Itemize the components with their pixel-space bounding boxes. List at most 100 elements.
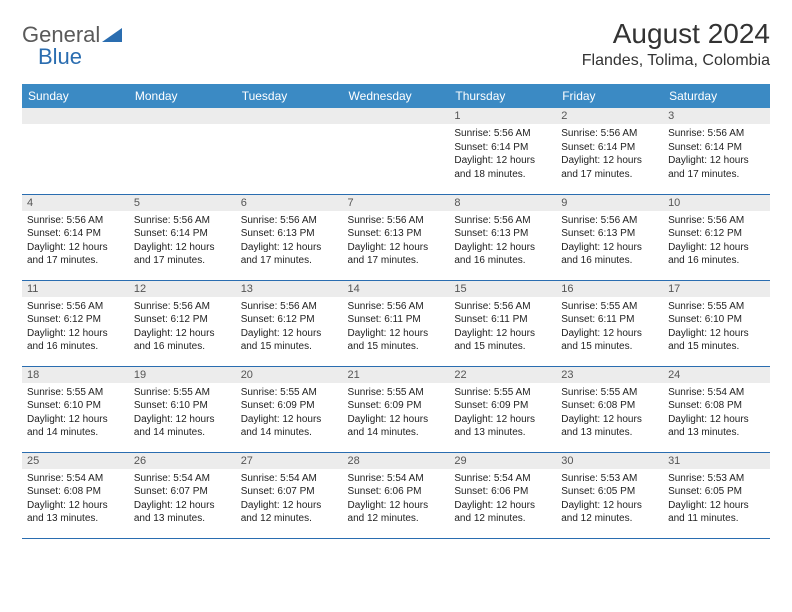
location: Flandes, Tolima, Colombia [582, 52, 770, 70]
day-details: Sunrise: 5:56 AMSunset: 6:12 PMDaylight:… [663, 211, 770, 272]
day-details: Sunrise: 5:55 AMSunset: 6:10 PMDaylight:… [22, 383, 129, 444]
calendar-cell: 6Sunrise: 5:56 AMSunset: 6:13 PMDaylight… [236, 194, 343, 280]
day-number: 9 [556, 195, 663, 211]
day-details: Sunrise: 5:55 AMSunset: 6:09 PMDaylight:… [236, 383, 343, 444]
day-details: Sunrise: 5:56 AMSunset: 6:12 PMDaylight:… [236, 297, 343, 358]
calendar-cell: 1Sunrise: 5:56 AMSunset: 6:14 PMDaylight… [449, 108, 556, 194]
month-title: August 2024 [582, 18, 770, 50]
day-number: 21 [343, 367, 450, 383]
day-number: 3 [663, 108, 770, 124]
calendar-row: 11Sunrise: 5:56 AMSunset: 6:12 PMDayligh… [22, 280, 770, 366]
day-details: Sunrise: 5:54 AMSunset: 6:07 PMDaylight:… [129, 469, 236, 530]
logo-text-blue: Blue [38, 44, 82, 70]
weekday-header: Sunday [22, 84, 129, 108]
day-number [22, 108, 129, 124]
calendar-cell: 24Sunrise: 5:54 AMSunset: 6:08 PMDayligh… [663, 366, 770, 452]
calendar-cell: 20Sunrise: 5:55 AMSunset: 6:09 PMDayligh… [236, 366, 343, 452]
calendar-cell: 25Sunrise: 5:54 AMSunset: 6:08 PMDayligh… [22, 452, 129, 538]
calendar-cell: 22Sunrise: 5:55 AMSunset: 6:09 PMDayligh… [449, 366, 556, 452]
day-number: 18 [22, 367, 129, 383]
day-details: Sunrise: 5:56 AMSunset: 6:13 PMDaylight:… [556, 211, 663, 272]
calendar-cell: 11Sunrise: 5:56 AMSunset: 6:12 PMDayligh… [22, 280, 129, 366]
day-details: Sunrise: 5:56 AMSunset: 6:14 PMDaylight:… [556, 124, 663, 185]
day-details: Sunrise: 5:55 AMSunset: 6:09 PMDaylight:… [343, 383, 450, 444]
calendar-cell: 7Sunrise: 5:56 AMSunset: 6:13 PMDaylight… [343, 194, 450, 280]
day-number: 20 [236, 367, 343, 383]
day-details: Sunrise: 5:56 AMSunset: 6:12 PMDaylight:… [22, 297, 129, 358]
day-details: Sunrise: 5:56 AMSunset: 6:11 PMDaylight:… [343, 297, 450, 358]
logo-triangle-icon [102, 22, 122, 48]
calendar-cell: 21Sunrise: 5:55 AMSunset: 6:09 PMDayligh… [343, 366, 450, 452]
day-details: Sunrise: 5:55 AMSunset: 6:10 PMDaylight:… [129, 383, 236, 444]
day-number: 24 [663, 367, 770, 383]
calendar-cell: 9Sunrise: 5:56 AMSunset: 6:13 PMDaylight… [556, 194, 663, 280]
calendar-row: 25Sunrise: 5:54 AMSunset: 6:08 PMDayligh… [22, 452, 770, 538]
day-number: 26 [129, 453, 236, 469]
day-details: Sunrise: 5:56 AMSunset: 6:14 PMDaylight:… [663, 124, 770, 185]
calendar-body: 1Sunrise: 5:56 AMSunset: 6:14 PMDaylight… [22, 108, 770, 538]
day-details: Sunrise: 5:53 AMSunset: 6:05 PMDaylight:… [663, 469, 770, 530]
header: General August 2024 Flandes, Tolima, Col… [22, 18, 770, 70]
calendar-cell: 18Sunrise: 5:55 AMSunset: 6:10 PMDayligh… [22, 366, 129, 452]
day-number: 2 [556, 108, 663, 124]
calendar-cell: 27Sunrise: 5:54 AMSunset: 6:07 PMDayligh… [236, 452, 343, 538]
weekday-header: Thursday [449, 84, 556, 108]
day-number: 6 [236, 195, 343, 211]
day-details: Sunrise: 5:54 AMSunset: 6:06 PMDaylight:… [343, 469, 450, 530]
day-details: Sunrise: 5:55 AMSunset: 6:08 PMDaylight:… [556, 383, 663, 444]
calendar-cell: 28Sunrise: 5:54 AMSunset: 6:06 PMDayligh… [343, 452, 450, 538]
weekday-header: Friday [556, 84, 663, 108]
day-number: 1 [449, 108, 556, 124]
weekday-header-row: SundayMondayTuesdayWednesdayThursdayFrid… [22, 84, 770, 108]
day-number: 19 [129, 367, 236, 383]
day-details: Sunrise: 5:56 AMSunset: 6:13 PMDaylight:… [236, 211, 343, 272]
calendar-row: 18Sunrise: 5:55 AMSunset: 6:10 PMDayligh… [22, 366, 770, 452]
calendar-cell: 26Sunrise: 5:54 AMSunset: 6:07 PMDayligh… [129, 452, 236, 538]
day-details: Sunrise: 5:56 AMSunset: 6:14 PMDaylight:… [129, 211, 236, 272]
day-details: Sunrise: 5:55 AMSunset: 6:09 PMDaylight:… [449, 383, 556, 444]
day-number: 23 [556, 367, 663, 383]
day-number: 8 [449, 195, 556, 211]
day-number: 27 [236, 453, 343, 469]
calendar-cell: 5Sunrise: 5:56 AMSunset: 6:14 PMDaylight… [129, 194, 236, 280]
calendar-cell: 31Sunrise: 5:53 AMSunset: 6:05 PMDayligh… [663, 452, 770, 538]
day-number: 7 [343, 195, 450, 211]
day-details: Sunrise: 5:54 AMSunset: 6:08 PMDaylight:… [22, 469, 129, 530]
day-number: 17 [663, 281, 770, 297]
calendar-table: SundayMondayTuesdayWednesdayThursdayFrid… [22, 84, 770, 539]
calendar-cell: 19Sunrise: 5:55 AMSunset: 6:10 PMDayligh… [129, 366, 236, 452]
weekday-header: Tuesday [236, 84, 343, 108]
day-number: 16 [556, 281, 663, 297]
calendar-row: 4Sunrise: 5:56 AMSunset: 6:14 PMDaylight… [22, 194, 770, 280]
calendar-cell [236, 108, 343, 194]
calendar-cell: 15Sunrise: 5:56 AMSunset: 6:11 PMDayligh… [449, 280, 556, 366]
day-details: Sunrise: 5:55 AMSunset: 6:10 PMDaylight:… [663, 297, 770, 358]
day-details: Sunrise: 5:54 AMSunset: 6:07 PMDaylight:… [236, 469, 343, 530]
day-number: 5 [129, 195, 236, 211]
calendar-cell: 14Sunrise: 5:56 AMSunset: 6:11 PMDayligh… [343, 280, 450, 366]
weekday-header: Wednesday [343, 84, 450, 108]
day-details: Sunrise: 5:55 AMSunset: 6:11 PMDaylight:… [556, 297, 663, 358]
day-details: Sunrise: 5:54 AMSunset: 6:06 PMDaylight:… [449, 469, 556, 530]
day-number: 30 [556, 453, 663, 469]
title-block: August 2024 Flandes, Tolima, Colombia [582, 18, 770, 70]
day-number: 11 [22, 281, 129, 297]
calendar-cell: 2Sunrise: 5:56 AMSunset: 6:14 PMDaylight… [556, 108, 663, 194]
day-number: 13 [236, 281, 343, 297]
day-number: 25 [22, 453, 129, 469]
calendar-cell: 23Sunrise: 5:55 AMSunset: 6:08 PMDayligh… [556, 366, 663, 452]
day-number: 10 [663, 195, 770, 211]
day-number: 31 [663, 453, 770, 469]
day-details: Sunrise: 5:54 AMSunset: 6:08 PMDaylight:… [663, 383, 770, 444]
day-details: Sunrise: 5:56 AMSunset: 6:13 PMDaylight:… [449, 211, 556, 272]
calendar-cell [129, 108, 236, 194]
day-number: 12 [129, 281, 236, 297]
day-number [236, 108, 343, 124]
calendar-cell: 29Sunrise: 5:54 AMSunset: 6:06 PMDayligh… [449, 452, 556, 538]
calendar-cell [22, 108, 129, 194]
day-number: 14 [343, 281, 450, 297]
day-details: Sunrise: 5:56 AMSunset: 6:11 PMDaylight:… [449, 297, 556, 358]
calendar-cell: 10Sunrise: 5:56 AMSunset: 6:12 PMDayligh… [663, 194, 770, 280]
calendar-cell: 12Sunrise: 5:56 AMSunset: 6:12 PMDayligh… [129, 280, 236, 366]
calendar-cell: 3Sunrise: 5:56 AMSunset: 6:14 PMDaylight… [663, 108, 770, 194]
